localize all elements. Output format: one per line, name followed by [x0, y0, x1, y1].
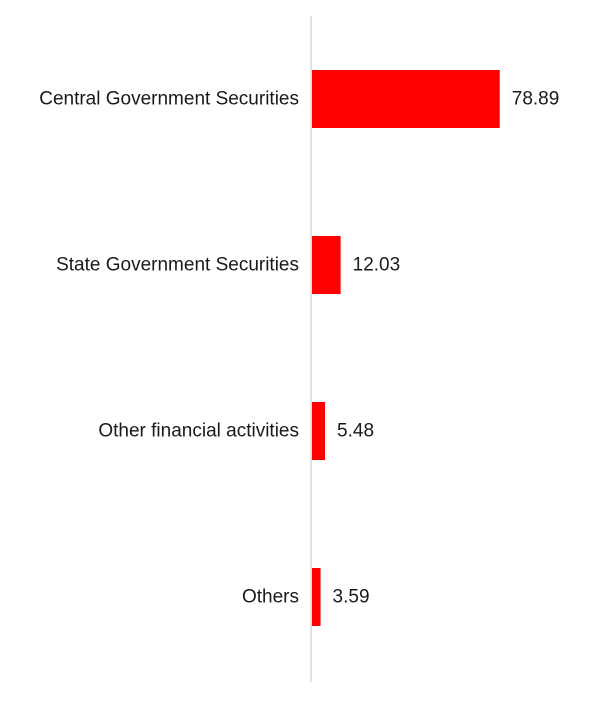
bar	[312, 568, 321, 626]
bar	[312, 402, 326, 460]
value-label: 3.59	[333, 587, 370, 608]
category-label: State Government Securities	[56, 255, 299, 276]
value-label: 5.48	[337, 421, 374, 442]
bar	[312, 70, 500, 128]
category-label: Central Government Securities	[39, 89, 299, 110]
value-label: 12.03	[353, 255, 401, 276]
value-label: 78.89	[512, 89, 560, 110]
category-label: Other financial activities	[98, 421, 299, 442]
bar	[312, 236, 341, 294]
value-labels-layer: 78.89 12.03 5.48 3.59	[333, 89, 560, 608]
category-label: Others	[242, 587, 299, 608]
category-labels-layer: Central Government Securities State Gover…	[39, 89, 299, 608]
bars-layer	[312, 70, 500, 626]
